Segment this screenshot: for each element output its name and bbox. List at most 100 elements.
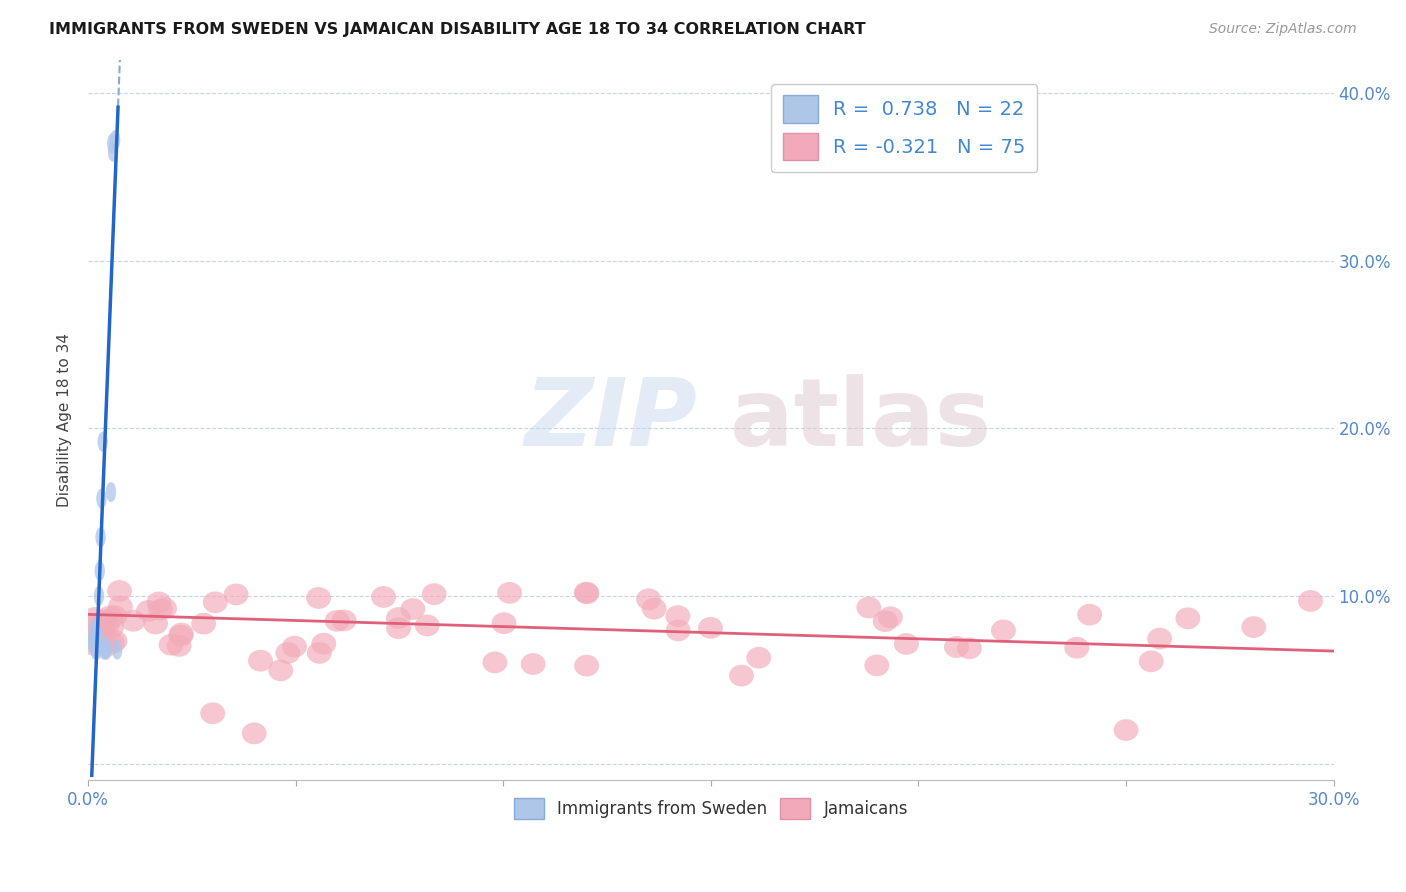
Ellipse shape bbox=[152, 598, 177, 619]
Ellipse shape bbox=[143, 613, 169, 634]
Ellipse shape bbox=[148, 599, 173, 621]
Ellipse shape bbox=[100, 632, 125, 654]
Ellipse shape bbox=[283, 636, 307, 657]
Ellipse shape bbox=[422, 583, 447, 605]
Ellipse shape bbox=[877, 607, 903, 628]
Ellipse shape bbox=[1139, 650, 1164, 673]
Ellipse shape bbox=[242, 723, 267, 744]
Ellipse shape bbox=[101, 640, 112, 659]
Ellipse shape bbox=[307, 642, 332, 664]
Ellipse shape bbox=[575, 582, 599, 604]
Ellipse shape bbox=[98, 640, 110, 659]
Ellipse shape bbox=[82, 607, 107, 629]
Ellipse shape bbox=[943, 636, 969, 658]
Ellipse shape bbox=[574, 655, 599, 676]
Ellipse shape bbox=[89, 619, 100, 640]
Ellipse shape bbox=[325, 610, 350, 632]
Ellipse shape bbox=[90, 640, 100, 659]
Ellipse shape bbox=[1114, 719, 1139, 741]
Ellipse shape bbox=[169, 623, 194, 644]
Ellipse shape bbox=[96, 489, 107, 508]
Ellipse shape bbox=[202, 591, 228, 613]
Ellipse shape bbox=[1175, 607, 1201, 629]
Ellipse shape bbox=[100, 636, 110, 657]
Ellipse shape bbox=[110, 130, 121, 150]
Ellipse shape bbox=[730, 665, 754, 687]
Ellipse shape bbox=[385, 607, 411, 629]
Ellipse shape bbox=[169, 624, 193, 647]
Ellipse shape bbox=[1241, 616, 1267, 638]
Ellipse shape bbox=[91, 623, 101, 643]
Ellipse shape bbox=[332, 609, 357, 632]
Text: atlas: atlas bbox=[730, 374, 991, 466]
Ellipse shape bbox=[697, 617, 723, 639]
Ellipse shape bbox=[97, 432, 108, 451]
Ellipse shape bbox=[415, 615, 440, 636]
Ellipse shape bbox=[103, 606, 128, 627]
Y-axis label: Disability Age 18 to 34: Disability Age 18 to 34 bbox=[58, 333, 72, 507]
Ellipse shape bbox=[665, 606, 690, 627]
Ellipse shape bbox=[94, 561, 105, 581]
Ellipse shape bbox=[574, 582, 599, 604]
Ellipse shape bbox=[200, 702, 225, 724]
Ellipse shape bbox=[108, 596, 132, 617]
Ellipse shape bbox=[167, 635, 191, 657]
Ellipse shape bbox=[121, 610, 146, 632]
Ellipse shape bbox=[1064, 637, 1090, 658]
Ellipse shape bbox=[93, 628, 103, 648]
Ellipse shape bbox=[90, 632, 101, 653]
Text: ZIP: ZIP bbox=[524, 374, 697, 466]
Ellipse shape bbox=[247, 649, 273, 672]
Ellipse shape bbox=[136, 600, 160, 622]
Ellipse shape bbox=[100, 640, 111, 659]
Ellipse shape bbox=[957, 637, 981, 659]
Ellipse shape bbox=[82, 614, 107, 635]
Ellipse shape bbox=[89, 628, 98, 648]
Ellipse shape bbox=[93, 640, 103, 659]
Ellipse shape bbox=[276, 642, 301, 664]
Ellipse shape bbox=[1077, 604, 1102, 625]
Ellipse shape bbox=[94, 586, 104, 606]
Ellipse shape bbox=[520, 653, 546, 675]
Ellipse shape bbox=[873, 610, 897, 632]
Ellipse shape bbox=[94, 635, 120, 657]
Text: Source: ZipAtlas.com: Source: ZipAtlas.com bbox=[1209, 22, 1357, 37]
Ellipse shape bbox=[224, 583, 249, 606]
Ellipse shape bbox=[269, 659, 294, 681]
Ellipse shape bbox=[103, 630, 128, 652]
Ellipse shape bbox=[98, 606, 122, 627]
Ellipse shape bbox=[96, 527, 105, 548]
Ellipse shape bbox=[401, 599, 425, 620]
Ellipse shape bbox=[894, 633, 920, 655]
Ellipse shape bbox=[82, 633, 105, 656]
Ellipse shape bbox=[492, 612, 516, 634]
Ellipse shape bbox=[108, 142, 118, 161]
Ellipse shape bbox=[991, 620, 1017, 641]
Ellipse shape bbox=[498, 582, 522, 604]
Ellipse shape bbox=[371, 586, 396, 607]
Legend: Immigrants from Sweden, Jamaicans: Immigrants from Sweden, Jamaicans bbox=[508, 791, 915, 826]
Ellipse shape bbox=[107, 580, 132, 602]
Ellipse shape bbox=[636, 589, 661, 610]
Ellipse shape bbox=[387, 617, 411, 639]
Ellipse shape bbox=[191, 613, 217, 634]
Ellipse shape bbox=[107, 133, 118, 153]
Ellipse shape bbox=[665, 620, 690, 641]
Ellipse shape bbox=[865, 655, 890, 676]
Ellipse shape bbox=[146, 591, 172, 614]
Ellipse shape bbox=[93, 609, 117, 632]
Ellipse shape bbox=[482, 651, 508, 673]
Ellipse shape bbox=[1298, 590, 1323, 612]
Ellipse shape bbox=[105, 482, 117, 502]
Ellipse shape bbox=[641, 598, 666, 620]
Ellipse shape bbox=[87, 620, 111, 642]
Ellipse shape bbox=[311, 632, 336, 655]
Ellipse shape bbox=[747, 647, 772, 669]
Ellipse shape bbox=[91, 615, 117, 636]
Ellipse shape bbox=[856, 597, 882, 618]
Ellipse shape bbox=[100, 616, 124, 638]
Ellipse shape bbox=[1147, 628, 1173, 649]
Ellipse shape bbox=[94, 614, 120, 635]
Ellipse shape bbox=[112, 640, 122, 659]
Text: IMMIGRANTS FROM SWEDEN VS JAMAICAN DISABILITY AGE 18 TO 34 CORRELATION CHART: IMMIGRANTS FROM SWEDEN VS JAMAICAN DISAB… bbox=[49, 22, 866, 37]
